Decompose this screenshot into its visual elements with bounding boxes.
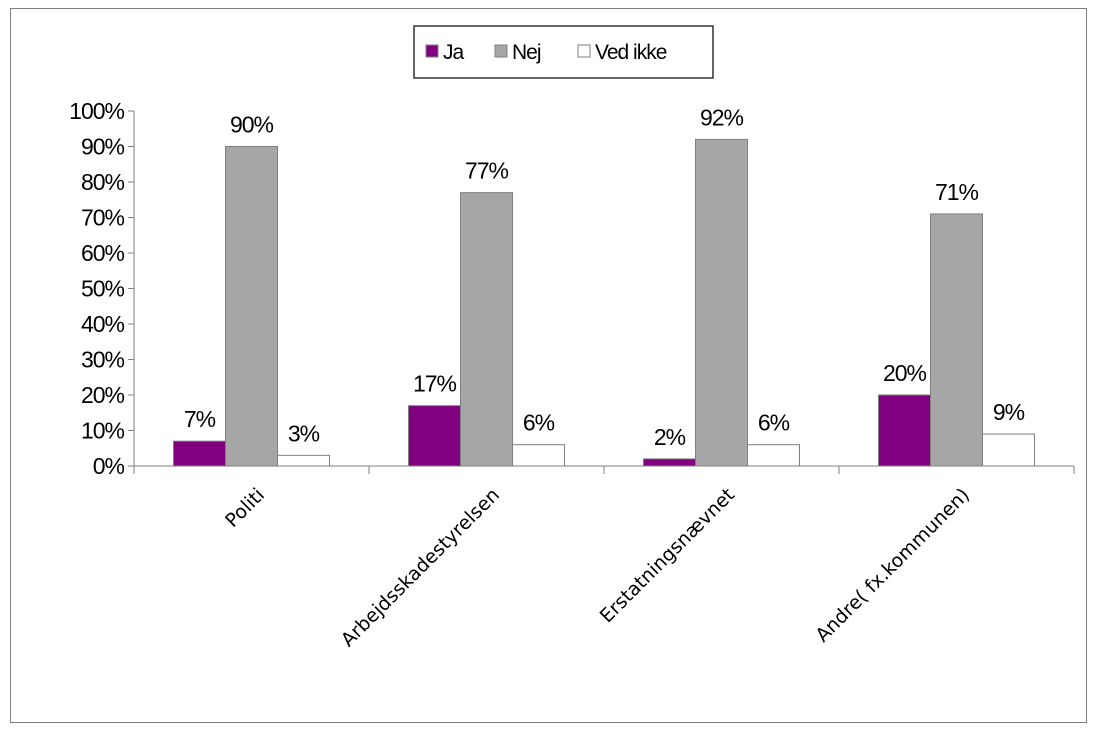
data-label: 17%	[413, 371, 457, 397]
legend-label: Ved ikke	[595, 41, 667, 64]
y-tick-label: 80%	[81, 169, 125, 195]
data-label: 3%	[288, 420, 320, 446]
data-label: 7%	[184, 406, 216, 432]
legend-swatch-nej	[494, 44, 508, 58]
legend-swatch-ja	[425, 44, 439, 58]
y-tick-label: 90%	[81, 134, 125, 160]
legend-label: Nej	[512, 41, 541, 64]
bar-nej	[460, 192, 513, 467]
bar-nej	[930, 213, 983, 467]
legend-swatch-ved-ikke	[577, 44, 591, 58]
y-tick-label: 0%	[93, 453, 125, 479]
y-axis: 0% 10% 20% 30% 40% 50% 60% 70% 80% 90% 100%	[69, 98, 135, 479]
legend-label: Ja	[443, 41, 465, 64]
data-label: 6%	[758, 410, 790, 436]
legend-box	[413, 25, 714, 79]
y-tick-label: 30%	[81, 347, 125, 373]
bar-ved-ikke	[982, 433, 1035, 467]
data-label: 90%	[230, 112, 274, 138]
data-label: 92%	[700, 104, 744, 130]
bar-ja	[173, 440, 226, 467]
legend: Ja Nej Ved ikke	[413, 25, 714, 79]
y-tick-label: 10%	[81, 418, 125, 444]
y-tick-label: 40%	[81, 311, 125, 337]
bar-nej	[225, 146, 278, 467]
chart-border	[10, 8, 1087, 723]
y-tick-label: 60%	[81, 240, 125, 266]
data-label: 20%	[883, 360, 927, 386]
data-label: 6%	[523, 410, 555, 436]
bars	[173, 138, 1035, 467]
bar-ved-ikke	[747, 444, 800, 467]
data-label: 9%	[993, 399, 1025, 425]
bar-ved-ikke	[277, 454, 330, 467]
bar-ja	[408, 405, 461, 467]
y-tick-label: 100%	[69, 98, 124, 124]
data-labels: 7% 90% 3% 17% 77% 6% 2% 92% 6% 20% 71% 9%	[184, 104, 1026, 450]
bar-ja	[878, 394, 931, 467]
bar-ved-ikke	[512, 444, 565, 467]
y-tick-label: 70%	[81, 205, 125, 231]
data-label: 77%	[465, 158, 509, 184]
y-tick-label: 20%	[81, 382, 125, 408]
y-tick-label: 50%	[81, 276, 125, 302]
data-label: 71%	[935, 179, 979, 205]
bar-nej	[695, 138, 748, 467]
data-label: 2%	[654, 424, 686, 450]
bar-ja	[643, 458, 696, 467]
